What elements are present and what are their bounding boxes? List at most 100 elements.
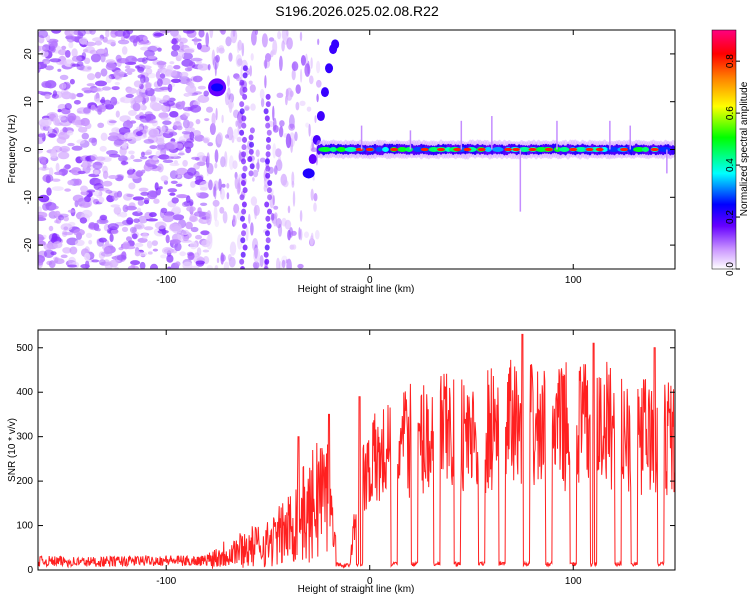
- noise-streak: [227, 254, 232, 262]
- dark-streak: [242, 86, 248, 93]
- dark-streak: [264, 115, 270, 122]
- dark-streak: [263, 251, 269, 258]
- noise-blob: [43, 249, 55, 258]
- noise-blob: [98, 259, 106, 266]
- noise-streak: [212, 199, 220, 207]
- noise-streak: [310, 188, 314, 201]
- noise-blob: [134, 242, 144, 248]
- dark-streak: [249, 141, 254, 148]
- spectrogram-marks: [38, 30, 675, 269]
- noise-blob: [145, 82, 152, 91]
- noise-blob: [70, 93, 77, 100]
- dc-band: [670, 145, 675, 156]
- noise-blob: [154, 182, 159, 191]
- noise-streak: [214, 265, 219, 269]
- noise-streak: [259, 157, 266, 163]
- noise-blob: [108, 120, 117, 124]
- noise-blob: [69, 78, 75, 85]
- noise-streak: [299, 31, 303, 42]
- noise-streak: [255, 162, 260, 170]
- noise-blob: [38, 133, 45, 138]
- noise-blob: [140, 75, 146, 84]
- noise-blob: [139, 115, 146, 119]
- dark-streak: [265, 230, 270, 237]
- noise-streak: [233, 128, 239, 140]
- noise-blob: [130, 260, 141, 266]
- dark-streak: [239, 194, 245, 201]
- dark-streak: [264, 201, 270, 208]
- noise-blob: [169, 61, 175, 65]
- noise-blob: [118, 155, 128, 162]
- dc-band-core: [633, 147, 645, 152]
- noise-blob: [173, 65, 181, 70]
- noise-blob: [99, 214, 108, 221]
- noise-blob: [105, 30, 110, 38]
- dc-band-core: [642, 147, 649, 152]
- noise-blob: [164, 69, 174, 77]
- noise-blob: [84, 252, 91, 261]
- snr-marks: [38, 333, 675, 569]
- noise-streak: [254, 205, 257, 220]
- noise-blob: [182, 159, 188, 167]
- noise-blob: [171, 44, 180, 51]
- noise-streak: [285, 95, 288, 106]
- noise-blob: [197, 85, 206, 90]
- snr-panel: -100 0 100 0 100 200 300 400 500 Height of stra…: [7, 329, 676, 595]
- noise-streak: [291, 61, 299, 72]
- dc-hotspot: [390, 147, 399, 152]
- noise-streak: [291, 69, 296, 81]
- noise-streak: [244, 105, 250, 111]
- noise-blob: [111, 86, 120, 91]
- noise-streak: [218, 47, 225, 54]
- noise-blob: [159, 30, 172, 34]
- noise-blob: [80, 185, 88, 193]
- noise-streak: [275, 218, 282, 229]
- noise-streak: [230, 30, 238, 44]
- colorbar-label: Normalized spectral amplitude: [739, 81, 750, 216]
- noise-blob: [38, 259, 44, 266]
- noise-streak: [315, 229, 320, 240]
- noise-blob: [167, 266, 172, 269]
- noise-blob: [194, 157, 200, 161]
- dc-band-core: [484, 147, 492, 152]
- noise-streak: [250, 103, 256, 111]
- noise-blob: [49, 205, 59, 210]
- noise-streak: [270, 213, 275, 221]
- noise-blob: [94, 71, 102, 79]
- noise-blob: [176, 140, 188, 144]
- noise-blob: [103, 99, 112, 106]
- noise-blob: [94, 40, 103, 46]
- noise-blob: [128, 182, 136, 190]
- noise-blob: [99, 145, 107, 152]
- noise-streak: [214, 149, 219, 163]
- noise-blob: [194, 211, 206, 217]
- noise-blob: [73, 100, 81, 105]
- noise-streak: [224, 92, 230, 106]
- noise-blob: [54, 171, 64, 176]
- noise-streak: [298, 227, 301, 240]
- noise-blob: [174, 242, 182, 252]
- noise-streak: [274, 212, 278, 219]
- dark-streak: [240, 180, 246, 186]
- colorbar-gradient: [711, 29, 737, 270]
- noise-streak: [278, 261, 282, 269]
- noise-streak: [236, 136, 242, 143]
- noise-blob: [60, 254, 68, 259]
- noise-blob: [69, 246, 78, 255]
- noise-blob: [150, 94, 156, 103]
- noise-streak: [279, 120, 285, 127]
- noise-blob: [85, 41, 97, 47]
- noise-blob: [44, 93, 51, 100]
- noise-blob: [158, 186, 163, 190]
- noise-blob: [92, 87, 104, 92]
- noise-streak: [237, 183, 241, 193]
- noise-blob: [189, 104, 202, 113]
- noise-streak: [221, 114, 224, 124]
- dark-streak: [265, 151, 271, 158]
- noise-blob: [126, 217, 134, 225]
- noise-blob: [86, 189, 96, 193]
- noise-blob: [113, 69, 125, 79]
- noise-streak: [281, 40, 285, 52]
- noise-streak: [282, 179, 289, 188]
- noise-blob: [102, 170, 109, 180]
